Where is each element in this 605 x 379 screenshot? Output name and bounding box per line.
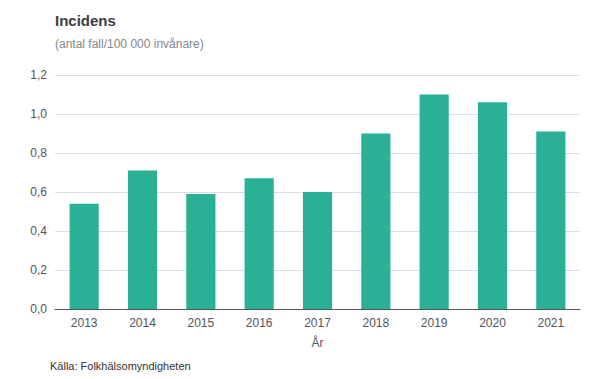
svg-text:2013: 2013 xyxy=(71,316,98,330)
svg-text:Källa: Folkhälsomyndigheten: Källa: Folkhälsomyndigheten xyxy=(50,360,191,372)
svg-text:0,2: 0,2 xyxy=(30,263,47,277)
svg-text:0,0: 0,0 xyxy=(30,302,47,316)
svg-text:2018: 2018 xyxy=(362,316,389,330)
svg-text:2020: 2020 xyxy=(479,316,506,330)
svg-text:2015: 2015 xyxy=(187,316,214,330)
svg-text:0,8: 0,8 xyxy=(30,146,47,160)
svg-text:2017: 2017 xyxy=(304,316,331,330)
svg-text:1,0: 1,0 xyxy=(30,107,47,121)
svg-text:2016: 2016 xyxy=(246,316,273,330)
svg-text:2014: 2014 xyxy=(129,316,156,330)
svg-text:År: År xyxy=(312,335,324,350)
svg-text:(antal fall/100 000 invånare): (antal fall/100 000 invånare) xyxy=(55,37,204,51)
svg-text:1,2: 1,2 xyxy=(30,68,47,82)
svg-text:0,4: 0,4 xyxy=(30,224,47,238)
svg-text:Incidens: Incidens xyxy=(55,12,116,29)
svg-text:2019: 2019 xyxy=(421,316,448,330)
svg-text:2021: 2021 xyxy=(537,316,564,330)
svg-text:0,6: 0,6 xyxy=(30,185,47,199)
